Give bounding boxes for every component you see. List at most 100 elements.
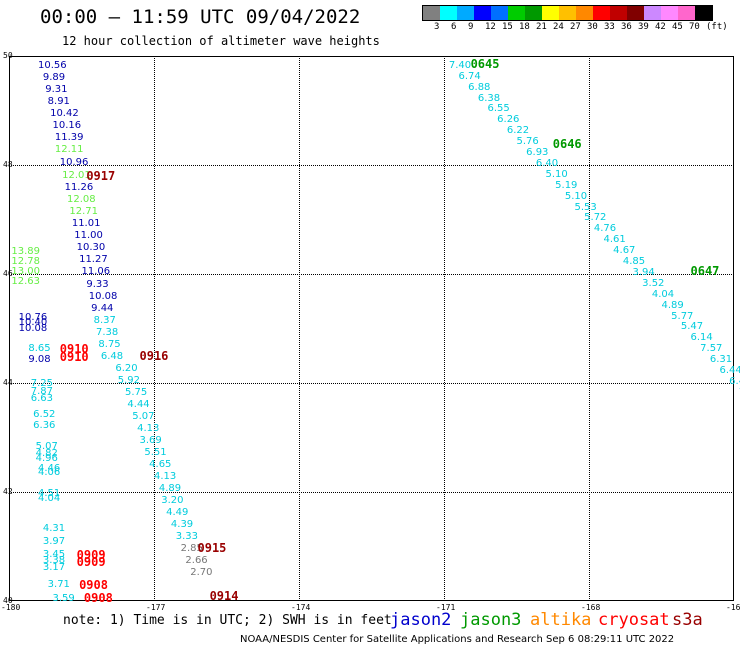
- satellite-legend-s3a: s3a: [672, 610, 703, 630]
- wave-height-value: 4.04: [38, 492, 61, 504]
- wave-height-value: 6.93: [526, 147, 549, 158]
- latitude-tick-label: 50: [3, 51, 13, 60]
- pass-time-label: 0910: [59, 342, 89, 357]
- longitude-tick-label: -168: [581, 603, 601, 612]
- wave-height-value: 6.26: [497, 114, 520, 126]
- pass-time-label: 0647: [690, 263, 720, 278]
- colorbar-label: 24: [553, 22, 564, 32]
- satellite-legend-jason3: jason3: [460, 610, 522, 630]
- colorbar-swatch: [695, 6, 712, 20]
- wave-height-value: 3.97: [42, 536, 66, 548]
- page-subtitle: 12 hour collection of altimeter wave hei…: [62, 34, 380, 48]
- wave-height-value: 5.75: [125, 386, 148, 398]
- wave-height-value: 4.67: [613, 245, 636, 257]
- footnote: note: 1) Time is in UTC; 2) SWH is in fe…: [63, 613, 392, 628]
- gridline-longitude: [589, 56, 590, 601]
- wave-height-value: 4.82: [35, 447, 58, 459]
- pass-time-label: 0910: [59, 349, 89, 364]
- wave-height-value: 6.63: [30, 393, 54, 405]
- wave-height-value: 6.36: [33, 419, 56, 431]
- wave-height-value: 10.08: [18, 322, 48, 334]
- colorbar-swatch: [423, 6, 440, 20]
- longitude-tick-label: -177: [146, 603, 166, 612]
- wave-height-value: 6.14: [690, 332, 713, 344]
- wave-height-value: 6.20: [115, 362, 138, 374]
- wave-height-value: 7.40: [448, 59, 472, 71]
- wave-height-value: 4.13: [137, 422, 160, 434]
- colorbar-swatch: [576, 6, 593, 20]
- wave-height-value: 4.44: [127, 398, 150, 410]
- wave-height-value: 6.31: [709, 354, 733, 366]
- wave-height-value: 7.38: [96, 326, 119, 338]
- wave-height-value: 4.51: [38, 488, 61, 500]
- wave-height-value: 12.11: [54, 143, 84, 155]
- pass-time-label: 0914: [209, 588, 239, 603]
- wave-height-value: 4.39: [170, 518, 194, 530]
- wave-height-value: 3.71: [47, 578, 70, 590]
- wave-height-value: 3.38: [42, 554, 66, 566]
- wave-height-value: 5.92: [117, 374, 141, 386]
- wave-height-value: 5.10: [545, 168, 568, 180]
- pass-time-label: 0645: [470, 57, 500, 72]
- wave-height-value: 10.76: [18, 311, 48, 323]
- colorbar-label: (ft): [706, 22, 728, 32]
- latitude-tick-label: 44: [3, 378, 13, 387]
- wave-height-value: 11.00: [74, 229, 103, 241]
- colorbar-legend: [422, 5, 713, 21]
- colorbar-label: 45: [672, 22, 683, 32]
- colorbar-label: 9: [468, 22, 474, 32]
- wave-height-value: 7.00: [739, 387, 740, 398]
- pass-time-label: 0909: [76, 554, 106, 569]
- wave-height-value: 10.42: [50, 107, 79, 119]
- gridline-latitude: [9, 165, 734, 166]
- wave-height-value: 3.45: [42, 549, 66, 561]
- pass-time-label: 0908: [83, 591, 113, 606]
- colorbar-swatch: [542, 6, 559, 20]
- wave-height-value: 11.39: [54, 131, 84, 143]
- wave-height-value: 6.52: [33, 408, 56, 420]
- wave-height-value: 12.01: [62, 169, 91, 181]
- wave-height-value: 4.89: [158, 482, 182, 494]
- wave-height-value: 3.17: [42, 562, 66, 574]
- wave-height-value: 12.63: [11, 275, 41, 287]
- colorbar-labels: 3 6 9 12 15 18 21 24 27 30 33 36 39 42 45 70 (ft): [422, 22, 740, 34]
- wave-height-value: 11.26: [64, 181, 94, 193]
- colorbar-swatch: [593, 6, 610, 20]
- map-frame: [9, 56, 734, 601]
- colorbar-label: 6: [451, 22, 457, 32]
- colorbar-swatch: [627, 6, 644, 20]
- wave-height-value: 5.51: [144, 446, 167, 458]
- pass-time-label: 0908: [79, 577, 108, 592]
- pass-time-label: 0917: [86, 168, 116, 183]
- page-title: 00:00 – 11:59 UTC 09/04/2022: [40, 6, 361, 28]
- wave-height-value: 2.85: [180, 542, 203, 554]
- wave-height-value: 4.13: [154, 470, 177, 482]
- wave-height-value: 9.89: [42, 71, 66, 83]
- wave-height-value: 6.40: [729, 375, 740, 387]
- colorbar-swatch: [678, 6, 695, 20]
- wave-height-value: 11.06: [81, 265, 111, 277]
- colorbar-label: 36: [621, 22, 632, 32]
- pass-time-label: 0646: [552, 137, 582, 152]
- wave-height-value: 6.55: [487, 103, 510, 115]
- wave-height-value: 3.94: [632, 266, 655, 278]
- wave-height-value: 10.40: [18, 317, 48, 329]
- wave-height-value: 5.53: [574, 201, 597, 213]
- gridline-longitude: [444, 56, 445, 601]
- latitude-tick-label: 42: [3, 487, 13, 496]
- colorbar-label: 30: [587, 22, 598, 32]
- longitude-tick-label: -171: [436, 603, 456, 612]
- colorbar-label: 33: [604, 22, 615, 32]
- colorbar-label: 3: [434, 22, 440, 32]
- colorbar-swatch: [610, 6, 627, 20]
- latitude-tick-label: 40: [3, 596, 13, 605]
- wave-height-value: 5.77: [671, 310, 694, 322]
- wave-height-value: 12.78: [11, 256, 41, 267]
- wave-height-value: 11.01: [71, 217, 101, 229]
- wave-height-value: 7.87: [30, 385, 54, 397]
- wave-height-value: 11.27: [79, 253, 108, 265]
- wave-height-value: 10.16: [52, 119, 82, 131]
- wave-height-value: 6.88: [468, 81, 491, 93]
- wave-height-value: 5.19: [555, 179, 578, 191]
